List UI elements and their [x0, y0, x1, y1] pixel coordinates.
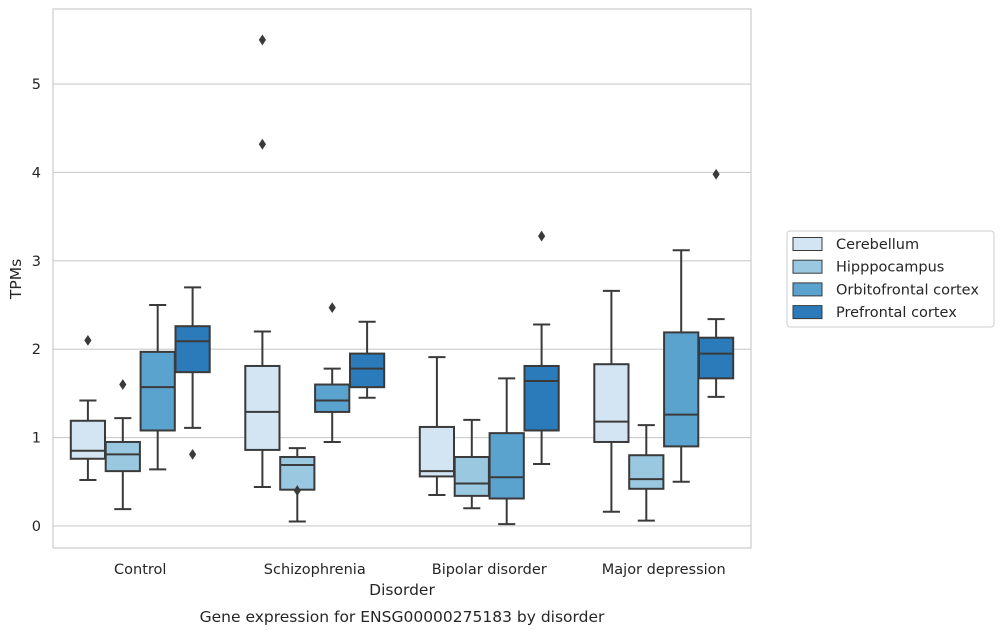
legend-label: Prefrontal cortex	[836, 305, 957, 321]
legend-label: Hipppocampus	[836, 260, 944, 276]
x-tick-label: Bipolar disorder	[432, 562, 547, 578]
x-axis-label: Disorder	[369, 581, 435, 599]
box-1-1	[279, 447, 316, 523]
outlier-point	[712, 168, 720, 180]
box-2-2	[488, 377, 525, 526]
chart-caption: Gene expression for ENSG00000275183 by d…	[200, 608, 605, 626]
y-tick-label: 2	[32, 342, 41, 358]
outlier-point	[538, 230, 546, 242]
outlier-point	[258, 34, 266, 46]
x-tick-label: Schizophrenia	[264, 562, 366, 578]
box-1-3	[348, 320, 386, 399]
legend-label: Cerebellum	[836, 237, 919, 253]
legend-frame	[786, 230, 995, 328]
box-body	[244, 364, 281, 451]
legend-swatch	[792, 282, 823, 297]
outlier-point	[84, 334, 92, 346]
boxes	[69, 34, 735, 526]
y-tick-label: 1	[32, 431, 41, 447]
box-0-1	[104, 379, 141, 511]
gridlines	[53, 83, 751, 527]
box-2-3	[523, 230, 560, 466]
box-body	[279, 455, 316, 491]
box-body	[139, 350, 176, 432]
box-1-0	[244, 330, 281, 489]
box-3-3	[697, 168, 735, 398]
y-tick-label: 5	[32, 77, 41, 93]
plot-frame	[52, 8, 752, 549]
y-axis-label: TPMs	[7, 259, 25, 300]
y-tick-label: 0	[32, 519, 41, 535]
box-body	[104, 440, 141, 473]
outlier-point	[293, 485, 301, 496]
box-3-2	[663, 249, 700, 483]
box-body	[174, 325, 211, 374]
box-body	[314, 383, 351, 413]
y-tick-label: 3	[32, 254, 41, 270]
y-tick-label: 4	[32, 165, 41, 181]
x-tick-labels: Control Schizophrenia Bipolar disorder Majo…	[114, 562, 726, 578]
box-2-0	[418, 356, 456, 496]
legend-swatch	[792, 237, 823, 251]
outlier-point	[258, 138, 266, 150]
box-0-3	[174, 286, 211, 460]
legend-items: Cerebellum Hipppocampus Orbitofrontal cort…	[792, 237, 979, 321]
legend-swatch	[792, 259, 823, 274]
box-body	[697, 336, 735, 380]
box-body	[663, 331, 700, 448]
box-0-2	[139, 304, 176, 471]
box-body	[418, 425, 456, 478]
x-tick-label: Major depression	[602, 562, 726, 578]
box-3-1	[628, 424, 665, 522]
outlier-point	[189, 448, 197, 460]
box-body	[348, 352, 386, 389]
box-body	[69, 419, 107, 460]
box-body	[593, 363, 630, 443]
outlier-point	[328, 302, 336, 314]
box-3-0	[593, 289, 630, 513]
y-tick-labels: 0 1 2 3 4 5	[32, 77, 41, 535]
legend: Cerebellum Hipppocampus Orbitofrontal cort…	[786, 230, 995, 328]
box-body	[628, 454, 665, 490]
box-body	[488, 432, 525, 500]
box-0-0	[69, 334, 107, 481]
x-tick-label: Control	[114, 562, 166, 578]
box-2-1	[453, 418, 490, 510]
legend-label: Orbitofrontal cortex	[836, 282, 979, 298]
outlier-point	[119, 379, 127, 390]
box-body	[523, 364, 560, 432]
legend-swatch	[792, 305, 823, 320]
box-body	[453, 455, 490, 497]
box-1-2	[314, 302, 351, 443]
